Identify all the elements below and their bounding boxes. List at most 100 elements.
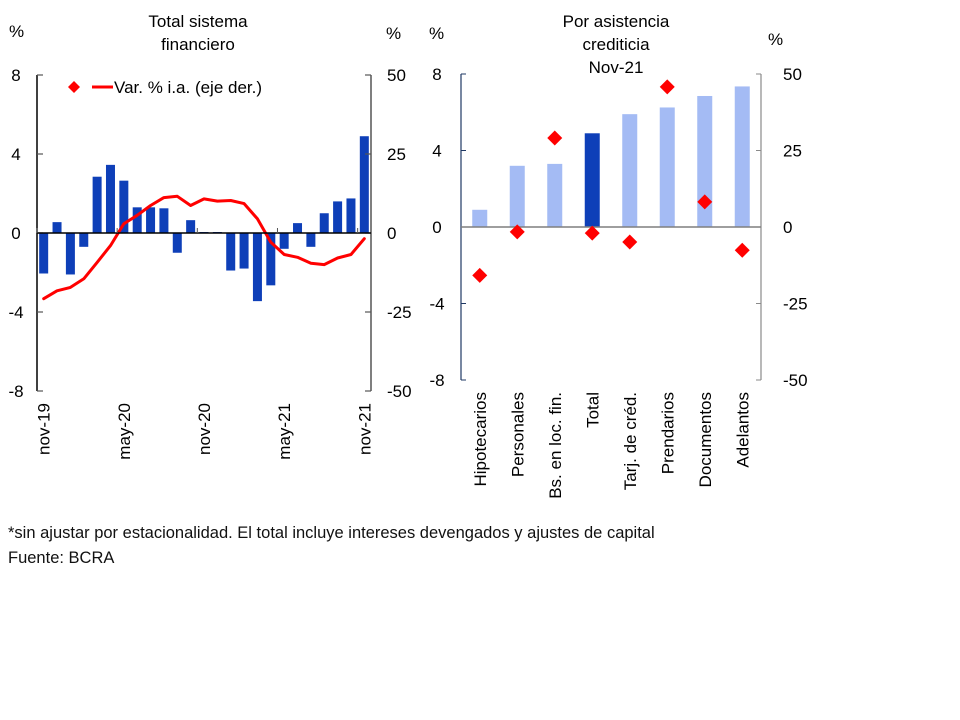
legend-label: Var. % i.a. (eje der.) bbox=[114, 78, 262, 97]
right-axis-tick-label: -25 bbox=[387, 303, 412, 322]
diamond-bs-en-loc-fin- bbox=[547, 130, 563, 146]
x-tick-label: may-20 bbox=[115, 403, 134, 460]
diamond-tarj-de-cr-d- bbox=[622, 234, 638, 250]
right-chart-right-axis-ticks: 50 25 0 -25 -50 bbox=[783, 65, 808, 390]
left-axis-tick-label: 4 bbox=[11, 145, 20, 164]
bar-ene-21 bbox=[226, 233, 236, 271]
diamond-documentos bbox=[697, 194, 713, 210]
footnote: *sin ajustar por estacionalidad. El tota… bbox=[8, 524, 655, 542]
right-chart-right-unit: % bbox=[768, 30, 783, 49]
left-axis-tick-label: -8 bbox=[8, 382, 23, 401]
left-chart-bars bbox=[39, 136, 369, 302]
right-chart-bars bbox=[472, 86, 750, 228]
right-axis-tick-label: 50 bbox=[783, 65, 802, 84]
legend-diamond-marker bbox=[68, 81, 80, 93]
bar-sep-21 bbox=[333, 201, 343, 233]
bar-feb-21 bbox=[239, 233, 249, 269]
left-chart-legend: Var. % i.a. (eje der.) bbox=[68, 78, 262, 97]
diamond-adelantos bbox=[734, 242, 750, 258]
left-chart-right-axis-ticks: 50 25 0 -25 -50 bbox=[387, 66, 412, 401]
left-chart-left-axis-ticks: 8 4 0 -4 -8 bbox=[8, 66, 23, 401]
bar-jul-21 bbox=[306, 233, 316, 247]
bar-ago-20 bbox=[159, 208, 169, 233]
right-chart-x-labels: Hipotecarios Personales Bs. en loc. fin. To… bbox=[471, 392, 753, 499]
right-axis-tick-label: 50 bbox=[387, 66, 406, 85]
bar-abr-21 bbox=[266, 233, 276, 286]
right-axis-tick-label: 0 bbox=[387, 224, 396, 243]
diamond-personales bbox=[509, 224, 525, 240]
bar-jun-21 bbox=[293, 223, 303, 233]
left-chart-line-series bbox=[42, 194, 366, 301]
right-chart: % % Por asistencia crediticia Nov-21 8 4 0… bbox=[429, 12, 808, 499]
right-chart-left-axis-ticks: 8 4 0 -4 -8 bbox=[429, 65, 444, 390]
bar-adelantos bbox=[734, 86, 750, 228]
left-axis-tick-label: 4 bbox=[432, 142, 441, 161]
right-chart-title-line-3: Nov-21 bbox=[589, 58, 644, 77]
x-tick-label: nov-20 bbox=[195, 403, 214, 455]
category-label: Total bbox=[583, 392, 602, 428]
x-tick-label: may-21 bbox=[275, 403, 294, 460]
left-chart-title-line-2: financiero bbox=[161, 35, 235, 54]
bar-ene-20 bbox=[65, 233, 75, 275]
right-chart-axes bbox=[460, 73, 762, 381]
bar-sep-20 bbox=[172, 233, 182, 253]
bar-ago-21 bbox=[319, 213, 329, 233]
bar-mar-20 bbox=[92, 176, 102, 233]
bar-documentos bbox=[697, 95, 713, 228]
bar-mar-21 bbox=[252, 233, 262, 302]
left-chart-axes bbox=[36, 74, 372, 392]
bar-may-20 bbox=[119, 180, 129, 233]
category-label: Tarj. de créd. bbox=[621, 392, 640, 490]
left-chart-title-line-1: Total sistema bbox=[148, 12, 248, 31]
category-label: Documentos bbox=[696, 392, 715, 487]
left-axis-tick-label: -4 bbox=[429, 295, 444, 314]
bar-oct-20 bbox=[186, 220, 196, 233]
right-chart-title-line-2: crediticia bbox=[582, 35, 650, 54]
right-axis-tick-label: -50 bbox=[387, 382, 412, 401]
left-axis-tick-label: 8 bbox=[432, 65, 441, 84]
bar-may-21 bbox=[279, 233, 289, 249]
bar-abr-20 bbox=[105, 164, 115, 233]
bar-nov-19 bbox=[39, 233, 49, 274]
right-axis-tick-label: -25 bbox=[783, 295, 808, 314]
diamond-hipotecarios bbox=[472, 267, 488, 283]
x-tick-label: nov-19 bbox=[35, 403, 54, 455]
bar-tarj-de-cr-d- bbox=[622, 114, 638, 227]
source-note: Fuente: BCRA bbox=[8, 549, 115, 567]
category-label: Personales bbox=[508, 392, 527, 477]
left-axis-tick-label: 0 bbox=[11, 224, 20, 243]
bar-oct-21 bbox=[346, 198, 356, 233]
bar-prendarios bbox=[659, 107, 675, 227]
x-tick-label: nov-21 bbox=[355, 403, 374, 455]
bar-hipotecarios bbox=[472, 209, 488, 227]
right-chart-diamond-markers bbox=[472, 79, 750, 283]
bar-nov-21 bbox=[359, 136, 369, 233]
category-label: Hipotecarios bbox=[471, 392, 490, 487]
left-chart-x-labels: nov-19 may-20 nov-20 may-21 nov-21 bbox=[35, 403, 375, 460]
left-chart-right-unit: % bbox=[386, 24, 401, 43]
bar-personales bbox=[509, 165, 525, 227]
left-chart: % % Total sistema financiero 8 4 0 -4 -8 50 2… bbox=[8, 12, 411, 460]
line-var-ia bbox=[42, 194, 366, 301]
right-chart-left-unit: % bbox=[429, 24, 444, 43]
left-chart-left-unit: % bbox=[9, 22, 24, 41]
right-axis-tick-label: 25 bbox=[387, 145, 406, 164]
bar-jun-20 bbox=[132, 207, 142, 233]
diamond-prendarios bbox=[659, 79, 675, 95]
left-axis-tick-label: 0 bbox=[432, 218, 441, 237]
left-axis-tick-label: 8 bbox=[11, 66, 20, 85]
left-axis-tick-label: -4 bbox=[8, 303, 23, 322]
category-label: Adelantos bbox=[733, 392, 752, 468]
bar-bs-en-loc-fin- bbox=[547, 163, 563, 227]
category-label: Bs. en loc. fin. bbox=[546, 392, 565, 499]
bar-total bbox=[584, 133, 600, 227]
category-label: Prendarios bbox=[658, 392, 677, 474]
right-axis-tick-label: 0 bbox=[783, 218, 792, 237]
right-axis-tick-label: -50 bbox=[783, 371, 808, 390]
bar-dic-19 bbox=[52, 222, 62, 233]
bar-jul-20 bbox=[146, 207, 156, 233]
bar-feb-20 bbox=[79, 233, 89, 247]
left-axis-tick-label: -8 bbox=[429, 371, 444, 390]
right-axis-tick-label: 25 bbox=[783, 142, 802, 161]
